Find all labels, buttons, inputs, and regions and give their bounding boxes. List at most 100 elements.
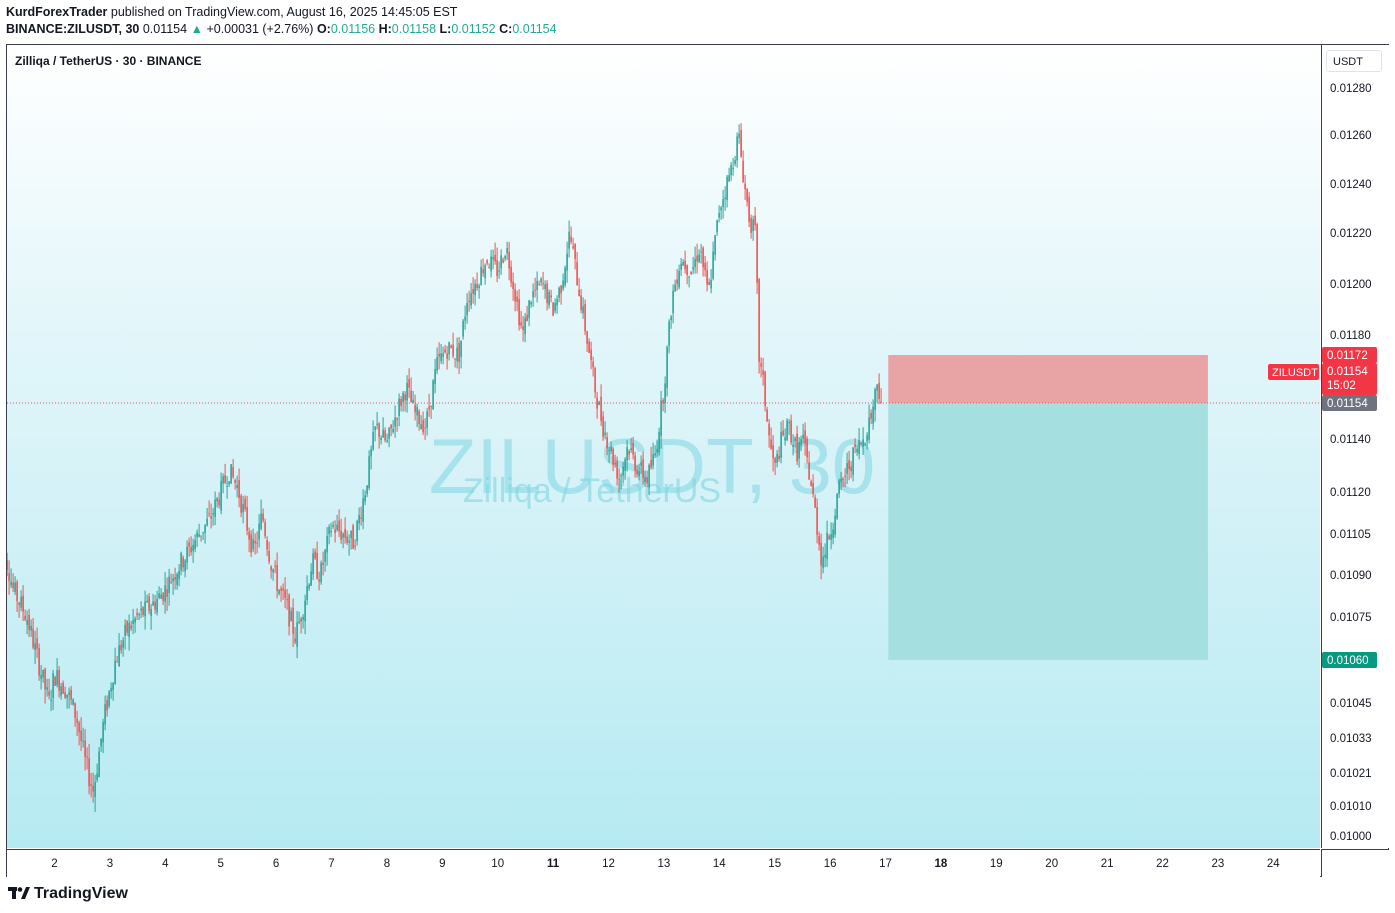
- candle-body: [506, 248, 508, 254]
- candle-body: [714, 235, 716, 255]
- candle-body: [736, 136, 738, 161]
- candle-body: [730, 165, 732, 176]
- candle-body: [536, 280, 538, 290]
- candle-body: [168, 576, 170, 594]
- candle-body: [144, 601, 146, 617]
- time-tick-label: 21: [1101, 858, 1114, 870]
- candle-body: [530, 302, 532, 305]
- price-axis[interactable]: 0.01280 0.01260 0.01240 0.01220 0.01200 0.011…: [1321, 45, 1389, 848]
- candle-body: [154, 601, 156, 610]
- candle-body: [198, 534, 200, 537]
- candle-body: [36, 638, 38, 649]
- candle-body: [802, 434, 804, 439]
- candle-body: [642, 459, 644, 478]
- candle-body: [116, 661, 118, 663]
- candle-body: [490, 256, 492, 271]
- time-tick-label: 20: [1045, 858, 1058, 870]
- candle-body: [34, 643, 36, 651]
- candle-body: [196, 532, 198, 537]
- open-value: 0.01156: [330, 22, 376, 36]
- candle-body: [706, 269, 708, 285]
- plot-area[interactable]: ZILUSDT, 30 Zilliqa / TetherUS: [7, 45, 1320, 848]
- candle-body: [696, 255, 698, 262]
- candle-body: [24, 615, 26, 620]
- chart-legend-title[interactable]: Zilliqa / TetherUS · 30 · BINANCE: [15, 54, 202, 68]
- tradingview-logo[interactable]: TradingView: [8, 885, 128, 903]
- candle-body: [866, 434, 868, 442]
- candle-body: [622, 466, 624, 476]
- candle-body: [392, 428, 394, 433]
- candle-body: [456, 347, 458, 361]
- candle-body: [388, 427, 390, 439]
- candle-body: [378, 423, 380, 438]
- time-axis[interactable]: 2 3 4 5 6 7 8 9 10 11 12 13 14 15 16 17 18 19 20 21 22 23 24: [7, 849, 1320, 877]
- candle-body: [824, 554, 826, 558]
- candle-body: [686, 264, 688, 275]
- price-tick-label: 0.01200: [1330, 279, 1372, 291]
- candle-body: [858, 440, 860, 455]
- candle-body: [110, 688, 112, 692]
- candle-body: [84, 740, 86, 758]
- candle-body: [384, 430, 386, 441]
- candle-body: [576, 262, 578, 286]
- candle-body: [268, 551, 270, 562]
- candle-body: [680, 263, 682, 270]
- candle-body: [444, 349, 446, 353]
- candle-body: [616, 461, 618, 479]
- candle-body: [56, 670, 58, 686]
- stop-loss-zone[interactable]: [888, 355, 1208, 403]
- currency-button[interactable]: USDT: [1326, 50, 1382, 72]
- candle-body: [172, 578, 174, 582]
- candle-body: [492, 257, 494, 260]
- candle-body: [108, 691, 110, 707]
- candle-body: [214, 499, 216, 517]
- candle-body: [690, 271, 692, 275]
- candle-body: [354, 545, 356, 547]
- time-tick-label: 22: [1156, 858, 1169, 870]
- candle-body: [676, 279, 678, 284]
- time-tick-label: 18: [935, 858, 948, 870]
- candle-body: [180, 552, 182, 571]
- candle-body: [516, 296, 518, 303]
- candle-body: [698, 254, 700, 263]
- candle-body: [628, 450, 630, 455]
- candle-body: [188, 542, 190, 547]
- brand-name: TradingView: [34, 885, 128, 902]
- candle-body: [404, 394, 406, 401]
- candle-body: [100, 738, 102, 747]
- time-axis-svg: 2 3 4 5 6 7 8 9 10 11 12 13 14 15 16 17 18 19 20 21 22 23 24: [51, 858, 1280, 870]
- candle-body: [314, 551, 316, 559]
- candle-body: [134, 618, 136, 623]
- time-tick-label: 17: [879, 858, 892, 870]
- candle-body: [658, 431, 660, 453]
- candle-body: [748, 196, 750, 222]
- candle-body: [552, 302, 554, 316]
- candle-body: [436, 356, 438, 371]
- candle-body: [784, 437, 786, 441]
- author-name[interactable]: KurdForexTrader: [6, 5, 108, 19]
- candle-body: [540, 278, 542, 283]
- time-tick-label: 4: [162, 858, 169, 870]
- time-tick-label: 7: [328, 858, 334, 870]
- watermark-name: Zilliqa / TetherUS: [463, 472, 721, 510]
- candle-body: [822, 556, 824, 568]
- candle-body: [160, 594, 162, 599]
- candle-body: [674, 284, 676, 292]
- candle-body: [558, 287, 560, 298]
- candle-body: [114, 660, 116, 684]
- candle-body: [862, 439, 864, 447]
- candle-body: [240, 495, 242, 513]
- candle-body: [816, 506, 818, 535]
- candle-body: [282, 588, 284, 591]
- take-profit-zone[interactable]: [888, 403, 1208, 660]
- candle-body: [846, 463, 848, 474]
- high-value: 0.01158: [391, 22, 437, 36]
- candle-body: [358, 514, 360, 524]
- candle-body: [204, 524, 206, 533]
- candle-body: [718, 213, 720, 218]
- candle-body: [224, 474, 226, 483]
- candle-body: [12, 582, 14, 589]
- published-text: published on TradingView.com, August 16,…: [110, 5, 458, 19]
- up-arrow-icon: ▲: [190, 22, 203, 36]
- candle-body: [262, 513, 264, 521]
